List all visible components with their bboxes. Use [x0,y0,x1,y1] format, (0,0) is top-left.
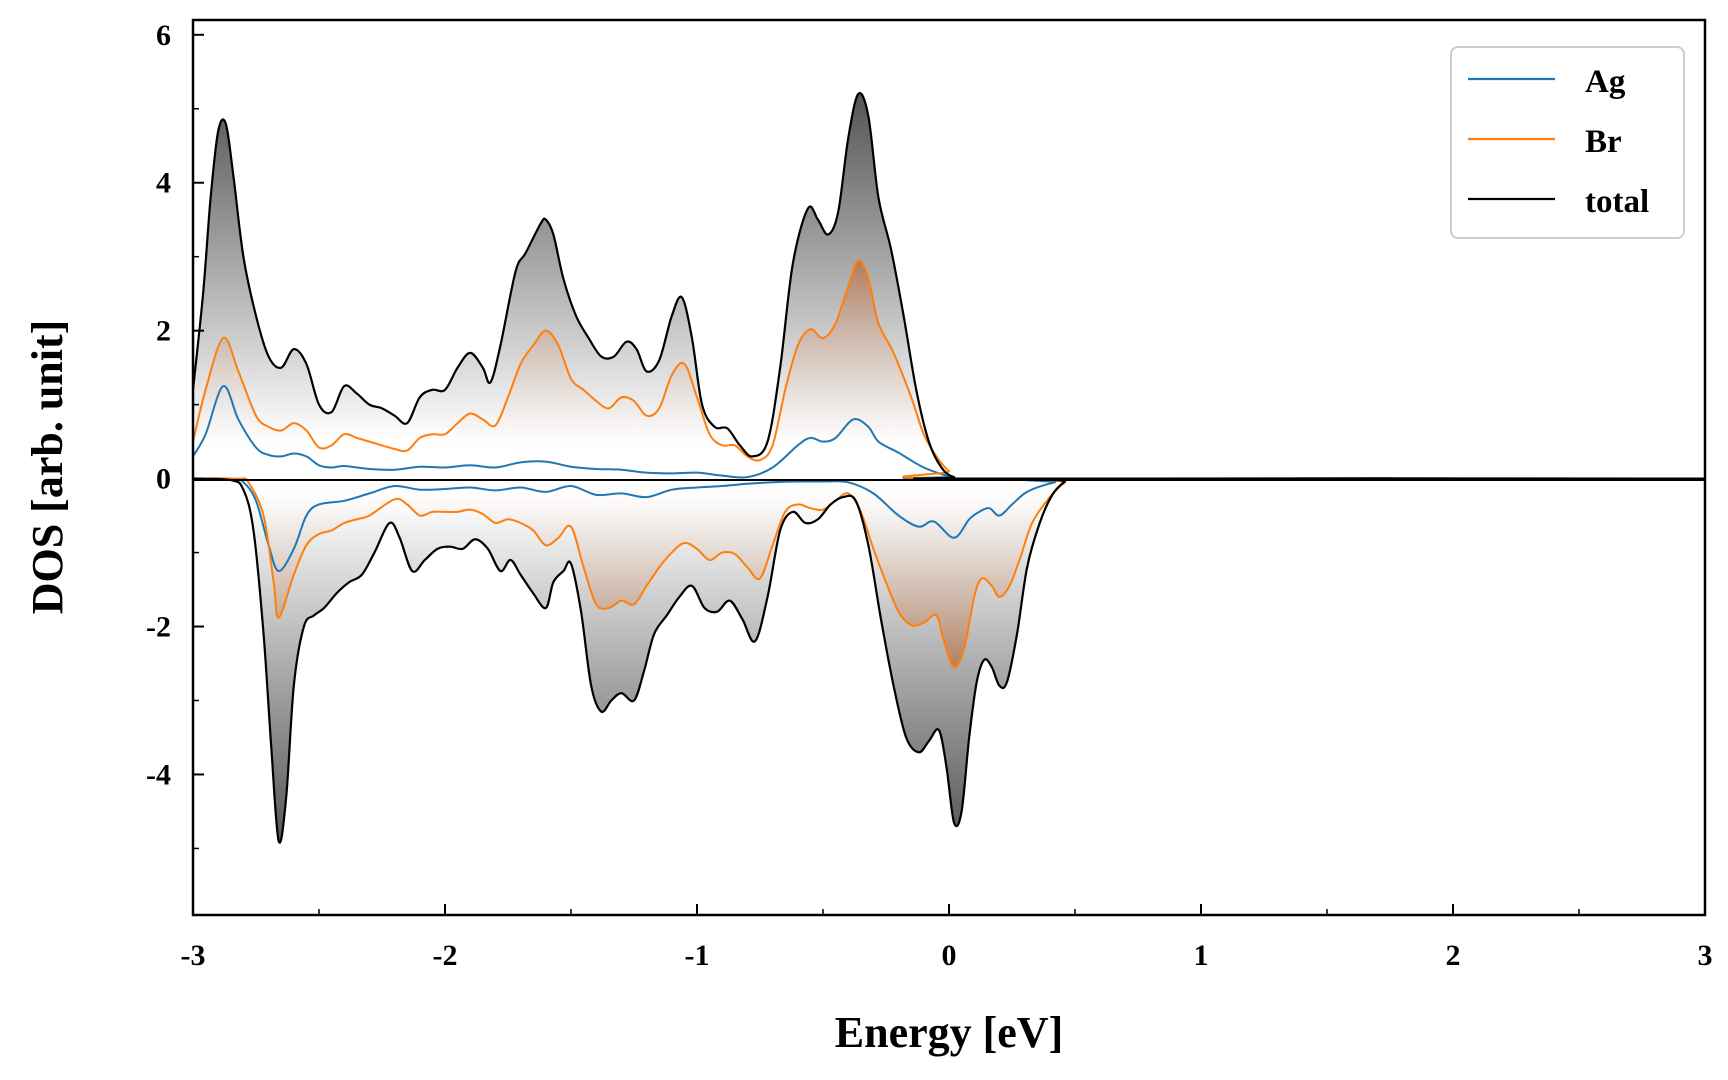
series-line-total-up [193,92,1705,480]
series-line-total-down [193,477,1705,844]
total-fill-down [193,478,1705,843]
series-line-br-up [193,259,1705,481]
dos-lines [193,92,1705,844]
y-tick-label: 0 [156,463,171,496]
x-axis: -3 -2 -1 0 1 2 3 [181,904,1713,972]
x-tick-label: 3 [1698,939,1713,972]
y-axis: -4 -2 0 2 4 6 [146,19,204,850]
legend-label-ag: Ag [1585,64,1626,100]
br-fill-up [193,260,1705,480]
y-tick-label: -2 [146,611,171,644]
x-tick-label: -3 [181,939,206,972]
series-line-br-down [193,477,1705,669]
x-tick-label: 1 [1194,939,1209,972]
series-line-ag-up [193,385,1705,480]
x-tick-label: -1 [685,939,710,972]
y-tick-label: 6 [156,19,171,52]
x-axis-title: Energy [eV] [835,1008,1064,1057]
legend-label-br: Br [1585,124,1622,160]
y-axis-title: DOS [arb. unit] [23,320,72,615]
br-fill-down [193,478,1705,668]
legend-label-total: total [1585,184,1649,220]
x-tick-label: 0 [942,939,957,972]
x-tick-label: 2 [1446,939,1461,972]
y-tick-label: 2 [156,315,171,348]
y-tick-label: 4 [156,167,171,200]
legend-frame [1450,46,1685,239]
x-tick-label: -2 [433,939,458,972]
series-line-ag-down [193,477,1705,573]
y-tick-label: -4 [146,758,171,791]
legend: Ag Br total [1450,46,1685,239]
